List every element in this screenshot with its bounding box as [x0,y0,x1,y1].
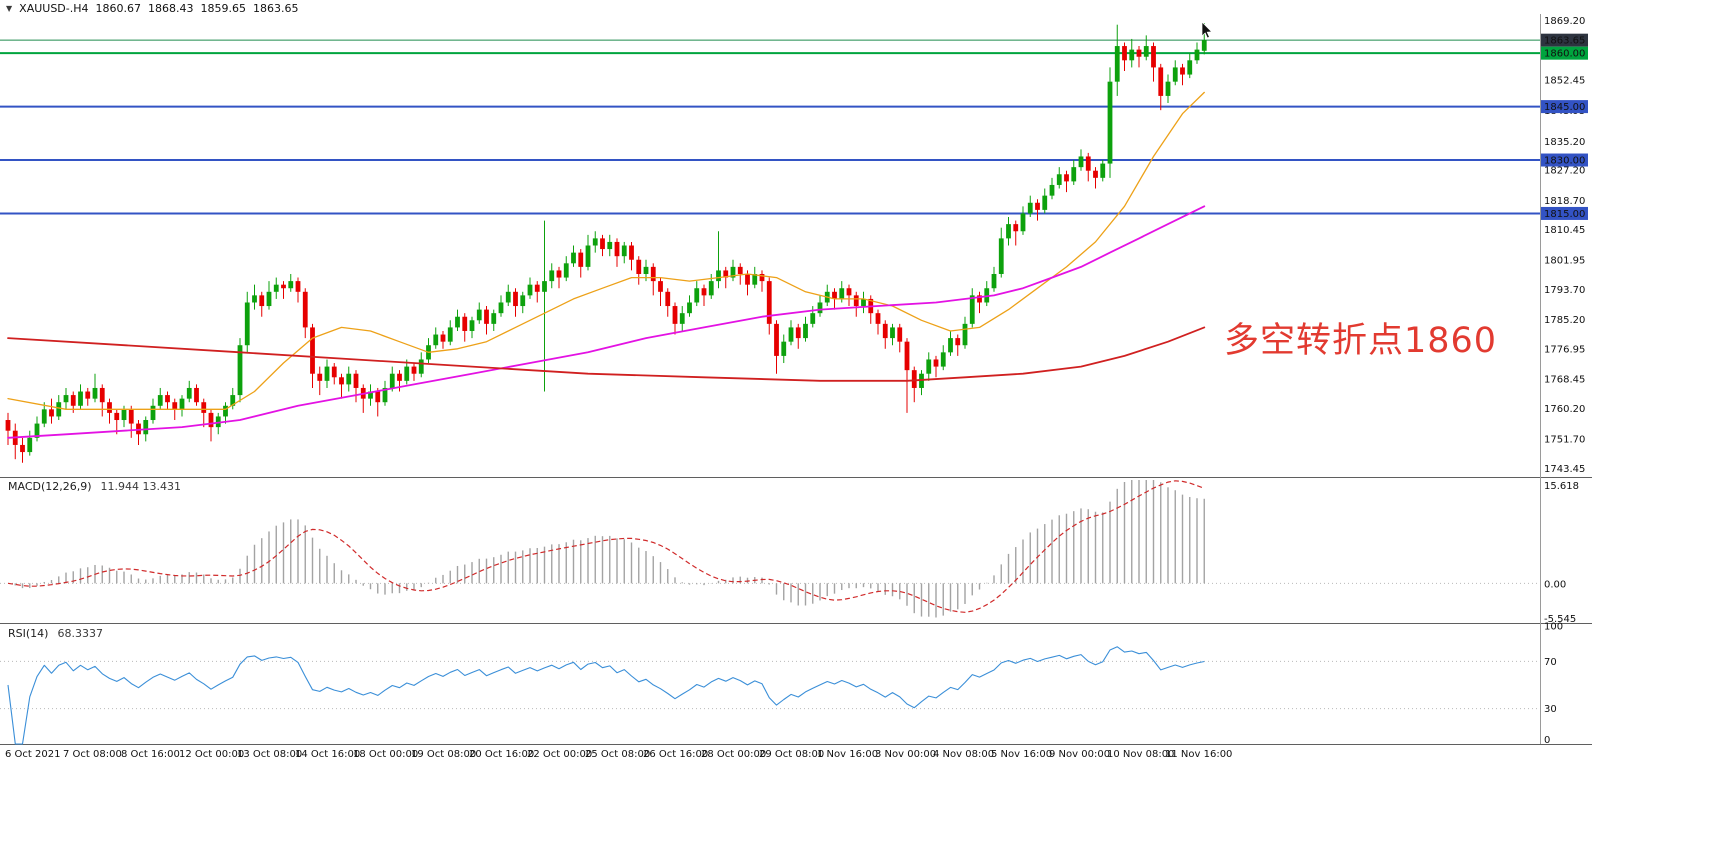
panel-borders [0,14,1592,745]
time-axis-label: 22 Oct 00:00 [527,749,592,760]
price-tick-label: 1835.20 [1544,137,1585,148]
time-axis-label: 8 Oct 16:00 [121,749,180,760]
price-tick-label: 1793.70 [1544,285,1585,296]
price-tick-label: 1869.20 [1544,16,1585,27]
close-value: 1863.65 [253,2,299,15]
open-value: 1860.67 [95,2,142,15]
moving-averages [7,91,1206,439]
low-value: 1859.65 [200,2,247,15]
price-tick-label: 1751.70 [1544,434,1585,445]
level-badge-1860[interactable] [1541,46,1588,60]
time-axis-label: 9 Nov 00:00 [1049,749,1110,760]
horizontal-levels [0,39,1540,215]
time-axis-label: 26 Oct 16:00 [643,749,708,760]
macd-indicator-label: MACD(12,26,9) 11.944 13.431 [8,480,181,493]
current-price-badge-label: 1863.65 [1544,36,1585,47]
time-axis-label: 28 Oct 00:00 [701,749,766,760]
time-axis-label: 14 Oct 16:00 [295,749,360,760]
time-axis-label: 4 Nov 08:00 [933,749,994,760]
time-axis-label: 20 Oct 16:00 [469,749,534,760]
time-axis-label: 12 Oct 00:00 [179,749,244,760]
macd-panel: 15.618 0.00 -5.545 [0,480,1579,625]
candles [5,23,1207,463]
price-tick-label: 1776.95 [1544,344,1585,355]
time-axis-label: 18 Oct 00:00 [353,749,418,760]
price-tick-label: 1801.95 [1544,255,1585,266]
level-badge-1830-label: 1830.00 [1544,156,1585,167]
ma-slow-red [7,326,1206,382]
rsi-indicator-label: RSI(14) 68.3337 [8,627,103,640]
rsi-panel: 100 70 30 0 [0,622,1563,746]
time-axis-label: 7 Oct 08:00 [63,749,122,760]
time-axis-label: 11 Nov 16:00 [1165,749,1232,760]
price-tick-label: 1818.70 [1544,196,1585,207]
price-tick-label: 1852.45 [1544,76,1585,87]
rsi-name: RSI(14) [8,627,49,640]
price-tick-label: 1760.20 [1544,404,1585,415]
chart-ohlc-header: ▼ XAUUSD-.H4 1860.67 1868.43 1859.65 186… [6,2,299,15]
level-badge-1860-label: 1860.00 [1544,49,1585,60]
price-tick-label: 1743.45 [1544,464,1585,475]
time-axis-label: 6 Oct 2021 [5,749,60,760]
ma-mid-magenta [7,205,1206,439]
rsi-axis-label: 0 [1544,735,1550,746]
price-tick-label: 1768.45 [1544,375,1585,386]
time-axis-label: 25 Oct 08:00 [585,749,650,760]
level-badge-1845[interactable] [1541,100,1588,114]
time-axis-label: 3 Nov 00:00 [875,749,936,760]
time-axis-label: 1 Nov 16:00 [817,749,878,760]
macd-axis-label: 0.00 [1544,579,1566,590]
time-axis-label: 13 Oct 08:00 [237,749,302,760]
rsi-axis-label: 100 [1544,622,1563,633]
time-axis-label: 29 Oct 08:00 [759,749,824,760]
level-badge-1815[interactable] [1541,206,1588,220]
macd-name: MACD(12,26,9) [8,480,92,493]
high-value: 1868.43 [148,2,194,15]
price-tick-label: 1785.20 [1544,315,1585,326]
price-tick-label: 1827.20 [1544,165,1585,176]
level-badge-1815-label: 1815.00 [1544,209,1585,220]
macd-signal-line [7,480,1205,613]
macd-values: 11.944 13.431 [100,480,182,493]
rsi-axis-label: 30 [1544,704,1557,715]
chart-annotation: 多空转折点1860 [1224,321,1498,361]
symbol-period-label: XAUUSD-.H4 [19,2,89,15]
mouse-cursor-icon [1201,21,1213,39]
ma-fast-orange [7,91,1205,410]
price-axis: 1869.201852.451843.951835.201827.201818.… [1541,16,1588,475]
level-badge-1830[interactable] [1541,153,1588,167]
time-axis-label: 19 Oct 08:00 [411,749,476,760]
rsi-line [7,646,1205,745]
time-axis-label: 10 Nov 08:00 [1107,749,1174,760]
price-tick-label: 1810.45 [1544,225,1585,236]
rsi-value: 68.3337 [57,627,103,640]
rsi-axis-label: 70 [1544,657,1557,668]
macd-axis-label: 15.618 [1544,481,1579,492]
current-price-badge[interactable] [1541,33,1588,47]
macd-axis-label: -5.545 [1544,614,1576,625]
collapse-arrow-icon[interactable]: ▼ [6,4,13,13]
time-axis-label: 5 Nov 16:00 [991,749,1052,760]
time-axis: 6 Oct 2021 7 Oct 08:00 8 Oct 16:00 12 Oct 0… [5,749,1232,760]
level-badge-1845-label: 1845.00 [1544,102,1585,113]
